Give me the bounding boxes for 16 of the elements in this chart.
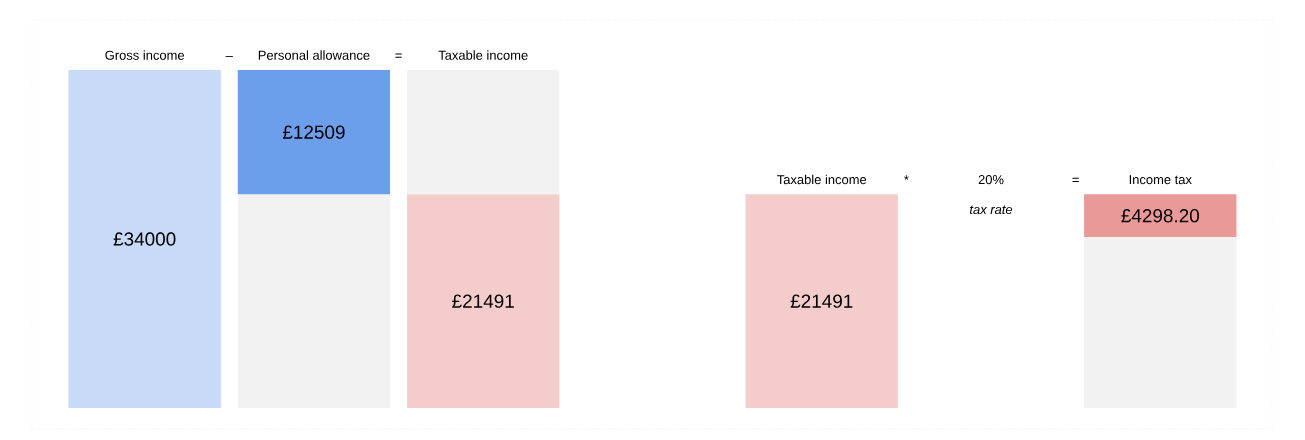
data-label: £21491 xyxy=(790,294,853,308)
x-tick-label: Personal allowance xyxy=(258,50,370,60)
x-tick-label: Gross income xyxy=(105,50,184,60)
annotation: * xyxy=(904,175,909,180)
data-label: £21491 xyxy=(452,294,514,308)
text: = xyxy=(395,53,402,58)
x-tick-label: Taxable income xyxy=(438,50,528,60)
data-label: £4298.20 xyxy=(1121,209,1199,223)
x-tick-label: Taxable income xyxy=(777,174,867,185)
annotation: = xyxy=(1072,177,1079,183)
annotation: tax rate xyxy=(970,205,1013,215)
data-label: £12509 xyxy=(282,125,345,139)
text: – xyxy=(225,56,233,57)
data-label: £34000 xyxy=(113,232,176,246)
annotation: 20% xyxy=(978,175,1004,185)
x-tick-label: Income tax xyxy=(1129,175,1192,185)
